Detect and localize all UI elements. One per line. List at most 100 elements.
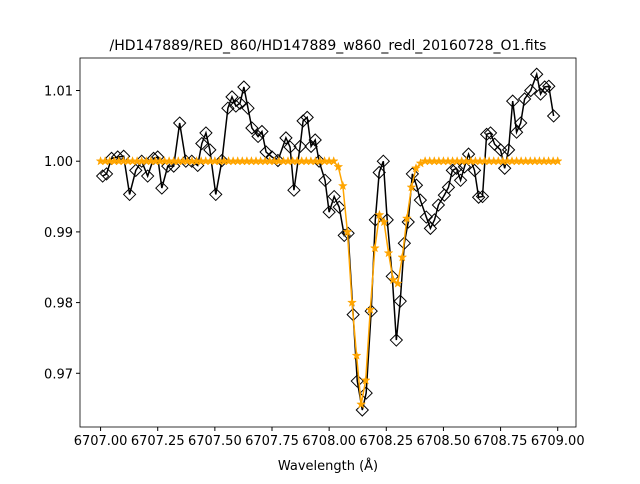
- diamond-marker: [517, 92, 532, 106]
- diamond-marker: [322, 205, 336, 219]
- star-marker: [365, 304, 376, 314]
- star-marker: [351, 350, 362, 360]
- diamond-marker: [225, 90, 239, 104]
- diamond-marker: [467, 163, 482, 178]
- x-tick-label: 6707.50: [188, 434, 242, 449]
- diamond-marker: [501, 143, 516, 157]
- diamond-marker: [427, 213, 442, 227]
- diamond-marker: [95, 169, 110, 183]
- diamond-marker: [497, 161, 512, 175]
- x-tick-label: 6709.00: [531, 434, 585, 449]
- diamond-marker: [372, 165, 386, 180]
- diamond-marker: [245, 121, 259, 135]
- diamond-marker: [419, 210, 433, 224]
- y-tick-label: 0.98: [44, 297, 73, 312]
- star-marker: [378, 216, 390, 227]
- diamond-marker: [401, 215, 415, 229]
- diamond-marker: [255, 124, 269, 139]
- diamond-marker: [413, 193, 428, 207]
- x-tick-label: 6707.00: [74, 434, 128, 449]
- star-marker: [369, 242, 380, 253]
- diamond-marker: [431, 198, 446, 212]
- diamond-marker: [241, 101, 255, 115]
- diamond-marker: [537, 80, 552, 94]
- diamond-marker: [229, 99, 243, 113]
- diamond-marker: [296, 114, 310, 128]
- diamond-marker: [221, 101, 235, 115]
- diamond-marker: [479, 127, 494, 142]
- x-axis-label: Wavelength (Å): [278, 458, 378, 474]
- diamond-marker: [405, 167, 420, 181]
- diamond-marker: [167, 159, 181, 173]
- diamond-marker: [199, 126, 213, 140]
- star-marker: [397, 252, 408, 262]
- diamond-marker: [327, 189, 341, 204]
- diamond-marker: [441, 180, 456, 195]
- diamond-marker: [505, 94, 520, 108]
- star-marker: [360, 375, 371, 385]
- star-marker: [383, 247, 394, 258]
- diamond-marker: [140, 169, 155, 183]
- diamond-marker: [279, 131, 293, 145]
- diamond-marker: [203, 143, 217, 157]
- diamond-marker: [397, 236, 412, 250]
- diamond-marker: [524, 83, 538, 98]
- star-marker: [333, 161, 344, 172]
- diamond-marker: [483, 126, 498, 140]
- diamond-marker: [155, 181, 169, 195]
- diamond-marker: [453, 173, 468, 188]
- diamond-marker: [513, 116, 528, 130]
- diamond-marker: [449, 161, 464, 175]
- diamond-marker: [542, 79, 556, 93]
- diamond-marker: [332, 200, 346, 214]
- x-tick-label: 6708.00: [302, 434, 356, 449]
- plot-frame: [79, 57, 577, 428]
- diamond-marker: [283, 140, 297, 154]
- chart-title: /HD147889/RED_860/HD147889_w860_redl_201…: [110, 38, 547, 54]
- star-marker: [392, 278, 403, 288]
- diamond-marker: [122, 187, 137, 202]
- diamond-marker: [475, 189, 490, 204]
- star-marker: [401, 213, 412, 223]
- star-marker: [388, 274, 399, 285]
- star-marker: [374, 209, 385, 220]
- x-tick-label: 6707.25: [131, 434, 185, 449]
- diamond-marker: [533, 87, 548, 101]
- y-tick-label: 0.97: [44, 367, 73, 382]
- x-tick-label: 6707.75: [245, 434, 299, 449]
- diamond-marker: [380, 213, 394, 227]
- y-tick-label: 1.01: [44, 85, 73, 100]
- diamond-marker: [445, 163, 460, 178]
- diamond-marker: [259, 145, 273, 159]
- diamond-marker: [471, 190, 486, 204]
- x-tick-label: 6708.25: [359, 434, 413, 449]
- y-tick-label: 1.00: [44, 155, 73, 170]
- diamond-marker: [293, 139, 307, 154]
- star-marker: [552, 155, 563, 166]
- diamond-marker: [287, 183, 301, 197]
- diamond-marker: [389, 333, 404, 347]
- diamond-marker: [529, 67, 544, 81]
- diamond-marker: [215, 153, 229, 168]
- star-marker: [410, 163, 422, 173]
- diamond-marker: [99, 167, 114, 181]
- diamond-marker: [251, 129, 265, 144]
- star-marker: [342, 226, 353, 237]
- diamond-marker: [195, 136, 209, 151]
- diamond-marker: [237, 80, 251, 94]
- diamond-marker: [308, 133, 322, 147]
- diamond-marker: [359, 386, 373, 400]
- diamond-marker: [393, 294, 407, 308]
- diamond-marker: [172, 116, 187, 130]
- diamond-marker: [376, 154, 391, 168]
- star-marker: [406, 182, 417, 192]
- diamond-marker: [318, 173, 332, 188]
- diamond-marker: [209, 187, 223, 202]
- diamond-marker: [304, 139, 318, 154]
- x-tick-label: 6708.50: [417, 434, 471, 449]
- diamond-marker: [300, 110, 314, 125]
- diamond-marker: [233, 96, 247, 110]
- star-marker: [356, 399, 367, 409]
